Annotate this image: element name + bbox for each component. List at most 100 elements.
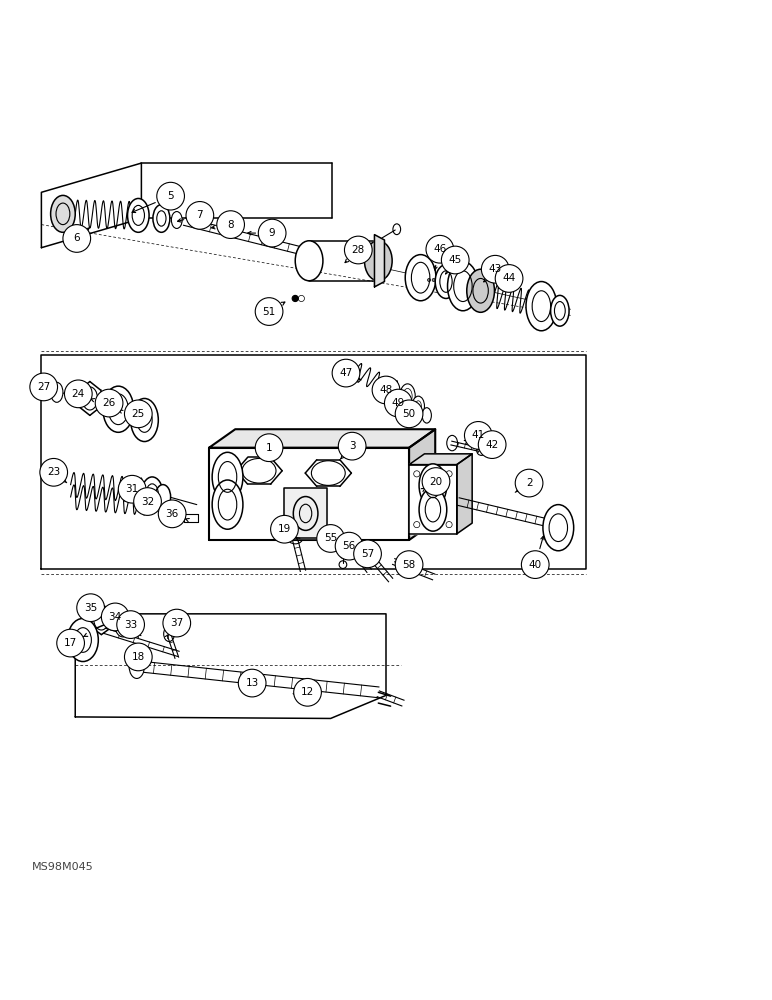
Circle shape <box>117 611 144 638</box>
Ellipse shape <box>171 212 182 228</box>
Text: 50: 50 <box>402 409 415 419</box>
Ellipse shape <box>115 615 130 637</box>
Circle shape <box>335 532 363 560</box>
Text: 33: 33 <box>124 620 137 630</box>
Text: 55: 55 <box>324 533 337 543</box>
Circle shape <box>495 265 523 292</box>
Text: 51: 51 <box>262 307 276 317</box>
Circle shape <box>57 629 84 657</box>
Circle shape <box>354 540 381 568</box>
Circle shape <box>426 235 454 263</box>
Text: 18: 18 <box>132 652 145 662</box>
Ellipse shape <box>419 464 447 507</box>
Text: 13: 13 <box>245 678 259 688</box>
Circle shape <box>521 551 549 578</box>
Circle shape <box>259 219 286 247</box>
Ellipse shape <box>435 265 457 298</box>
Text: 36: 36 <box>165 509 179 519</box>
Circle shape <box>428 278 431 282</box>
Text: MS98M045: MS98M045 <box>32 862 94 872</box>
Text: 3: 3 <box>349 441 355 451</box>
Text: 46: 46 <box>433 244 446 254</box>
Ellipse shape <box>295 241 323 281</box>
Ellipse shape <box>103 386 134 432</box>
Circle shape <box>239 669 266 697</box>
Circle shape <box>317 525 344 552</box>
Ellipse shape <box>337 537 348 552</box>
Text: 1: 1 <box>266 443 273 453</box>
Circle shape <box>465 422 493 449</box>
Circle shape <box>65 380 92 408</box>
Text: 56: 56 <box>343 541 356 551</box>
Ellipse shape <box>130 398 158 442</box>
Text: 9: 9 <box>269 228 276 238</box>
Text: 7: 7 <box>197 210 203 220</box>
Circle shape <box>515 469 543 497</box>
Circle shape <box>95 389 123 417</box>
Circle shape <box>134 488 161 515</box>
Text: 25: 25 <box>132 409 145 419</box>
Circle shape <box>157 182 185 210</box>
Text: 26: 26 <box>103 398 116 408</box>
Circle shape <box>130 628 137 636</box>
Text: 37: 37 <box>170 618 184 628</box>
Text: 40: 40 <box>529 560 542 570</box>
Text: 8: 8 <box>227 220 234 230</box>
Circle shape <box>271 515 298 543</box>
Text: 12: 12 <box>301 687 314 697</box>
Text: 49: 49 <box>391 398 405 408</box>
Ellipse shape <box>212 452 243 502</box>
Polygon shape <box>409 465 457 534</box>
Ellipse shape <box>405 255 436 301</box>
Ellipse shape <box>153 205 170 232</box>
Ellipse shape <box>543 505 574 551</box>
Ellipse shape <box>400 384 415 408</box>
Text: 6: 6 <box>73 233 80 243</box>
Ellipse shape <box>141 477 163 511</box>
Text: 57: 57 <box>361 549 374 559</box>
Ellipse shape <box>422 408 432 423</box>
Text: 44: 44 <box>503 273 516 283</box>
Text: 27: 27 <box>37 382 50 392</box>
Ellipse shape <box>419 488 447 531</box>
Text: 45: 45 <box>449 255 462 265</box>
Polygon shape <box>42 355 586 569</box>
Polygon shape <box>409 429 435 540</box>
Circle shape <box>432 278 435 282</box>
Circle shape <box>256 434 283 462</box>
Text: 31: 31 <box>126 484 139 494</box>
Text: 41: 41 <box>472 430 485 440</box>
Text: 34: 34 <box>109 612 122 622</box>
Circle shape <box>384 389 412 417</box>
Text: 19: 19 <box>278 524 291 534</box>
Circle shape <box>372 376 400 404</box>
Ellipse shape <box>412 396 425 416</box>
Text: 20: 20 <box>429 477 442 487</box>
Circle shape <box>118 475 146 503</box>
Circle shape <box>338 432 366 460</box>
Text: 47: 47 <box>340 368 353 378</box>
Circle shape <box>395 400 423 428</box>
Circle shape <box>63 225 90 252</box>
Polygon shape <box>457 454 472 534</box>
Circle shape <box>344 236 372 264</box>
Ellipse shape <box>129 654 144 678</box>
Text: 5: 5 <box>168 191 174 201</box>
Text: 35: 35 <box>84 603 97 613</box>
Circle shape <box>395 551 423 578</box>
Ellipse shape <box>155 485 171 509</box>
Ellipse shape <box>448 262 479 311</box>
Ellipse shape <box>467 269 494 312</box>
Circle shape <box>482 255 509 283</box>
Circle shape <box>76 594 104 622</box>
Ellipse shape <box>212 480 243 529</box>
Polygon shape <box>374 235 384 287</box>
Circle shape <box>124 400 152 428</box>
Ellipse shape <box>127 198 149 232</box>
Circle shape <box>479 431 506 458</box>
Circle shape <box>124 643 152 671</box>
Polygon shape <box>409 454 472 465</box>
Circle shape <box>422 468 450 495</box>
Text: 24: 24 <box>72 389 85 399</box>
Text: 32: 32 <box>141 497 154 507</box>
